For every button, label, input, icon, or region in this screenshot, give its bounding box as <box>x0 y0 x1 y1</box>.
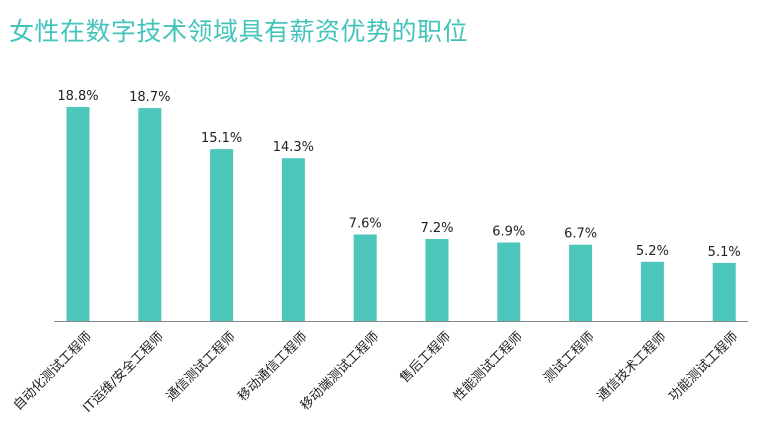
category-label-5: 移动端测试工程师 <box>298 329 382 413</box>
value-label-1: 18.8% <box>57 89 98 104</box>
value-label-4: 14.3% <box>273 140 314 155</box>
bar-1 <box>66 107 90 321</box>
bar-10 <box>712 262 736 321</box>
value-label-9: 5.2% <box>636 244 669 259</box>
category-label-9: 通信技术工程师 <box>594 329 669 404</box>
bar-3 <box>210 149 234 321</box>
category-label-7: 性能测试工程师 <box>451 329 526 404</box>
bar-4 <box>281 158 305 321</box>
value-label-10: 5.1% <box>708 245 741 260</box>
bar-2 <box>138 108 162 321</box>
bar-6 <box>425 239 449 321</box>
category-label-8: 测试工程师 <box>541 329 598 386</box>
value-label-2: 18.7% <box>129 90 170 105</box>
bar-8 <box>569 244 593 321</box>
category-label-1: 自动化测试工程师 <box>11 329 95 413</box>
chart-title: 女性在数字技术领域具有薪资优势的职位 <box>9 17 469 46</box>
value-label-6: 7.2% <box>420 221 453 236</box>
value-label-8: 6.7% <box>564 227 597 242</box>
bar-7 <box>497 242 521 321</box>
value-label-3: 15.1% <box>201 131 242 146</box>
category-label-3: 通信测试工程师 <box>164 329 239 404</box>
bar-5 <box>353 234 377 321</box>
category-label-6: 售后工程师 <box>397 329 454 386</box>
value-labels-group: 18.8% 18.7% 15.1% 14.3% 7.6% 7.2% 6.9% 6.7% 5.2%… <box>57 89 740 260</box>
category-labels-group: 自动化测试工程师IT运维/安全工程师通信测试工程师移动通信工程师移动端测试工程师… <box>11 329 741 416</box>
bars-group <box>66 107 736 321</box>
category-label-10: 功能测试工程师 <box>666 329 741 404</box>
value-label-5: 7.6% <box>349 217 382 232</box>
bar-9 <box>640 261 664 321</box>
value-label-7: 6.9% <box>492 225 525 240</box>
category-label-4: 移动通信工程师 <box>235 329 310 404</box>
